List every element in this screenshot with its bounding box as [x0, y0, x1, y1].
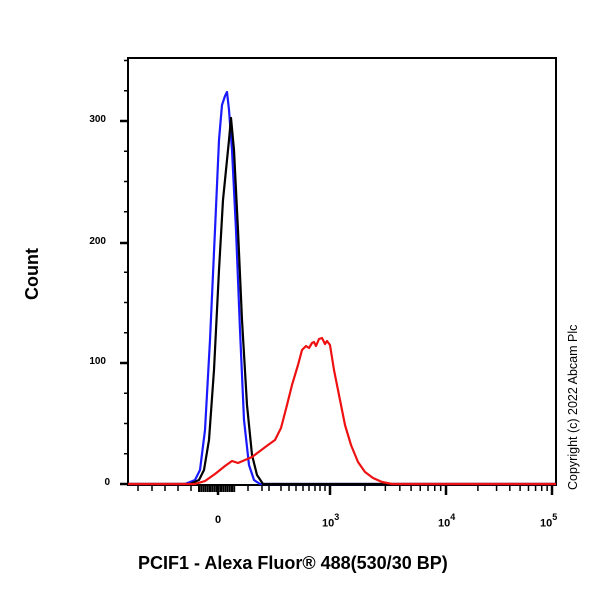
y-axis-ticks — [120, 59, 128, 486]
x-tick-label-1e4: 104 — [438, 512, 456, 530]
x-axis-label: PCIF1 - Alexa Fluor® 488(530/30 BP) — [138, 553, 448, 573]
x-tick-label-1e3: 103 — [322, 512, 340, 530]
y-tick-label-0: 0 — [104, 477, 110, 488]
series-black — [128, 116, 556, 486]
copyright-notice: Copyright (c) 2022 Abcam Plc — [566, 324, 580, 490]
x-tick-label-0: 0 — [215, 514, 222, 526]
histogram-series — [128, 90, 556, 486]
y-tick-label-100: 100 — [89, 356, 106, 367]
plot-frame — [127, 57, 557, 486]
y-axis-label: Count — [22, 248, 42, 300]
series-red — [128, 336, 556, 486]
x-tick-label-1e5: 105 — [540, 512, 558, 530]
y-tick-label-200: 200 — [89, 236, 106, 247]
x-axis-ticks — [137, 485, 554, 495]
series-blue — [128, 90, 556, 486]
y-tick-label-300: 300 — [89, 114, 106, 125]
